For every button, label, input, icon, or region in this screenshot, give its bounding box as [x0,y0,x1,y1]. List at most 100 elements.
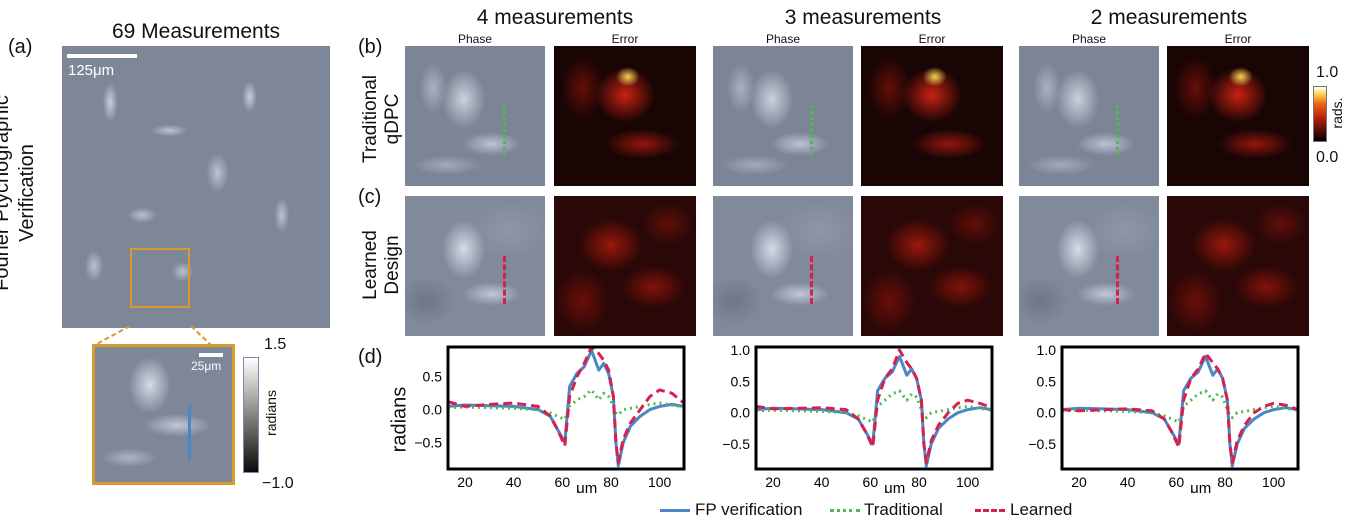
error-colorbar [1313,86,1327,142]
row-label-traditional-line1: Traditional [360,75,381,164]
error-colorbar-min: 0.0 [1316,149,1339,166]
x-tick-label: 100 [648,474,672,490]
zoom-region-box [130,248,190,308]
x-tick-label: 80 [1217,474,1233,490]
y-tick-label: 0.5 [1037,373,1057,389]
series-line-learned [1062,351,1298,465]
col4-phase-label: Phase [457,32,493,46]
left-row-label-line1: Fourier Ptychographic [0,95,13,291]
legend-learned-swatch [975,509,1005,512]
x-tick-label: 60 [863,474,879,490]
legend-traditional-swatch [830,509,860,512]
col4-learned-phase-image [405,196,545,336]
col2-phase-label: Phase [1071,32,1107,46]
col3-phase-label: Phase [765,32,801,46]
col4-traditional-phase-image [405,46,545,186]
profile-line-traditional [810,106,813,156]
y-tick-label: 1.0 [1037,343,1057,358]
x-tick-label: 100 [1262,474,1286,490]
error-colorbar-max: 1.0 [1316,64,1339,81]
col4-error-label: Error [611,32,639,46]
scalebar-main [67,54,137,58]
radians-colorbar [243,357,259,473]
scalebar-main-label: 125μm [68,62,115,79]
profile-plot-3: 20 40 60 80 100 1.0 0.5 0.0 −0.5 μm [722,343,994,493]
series-line-traditional [756,389,992,424]
profile-line-learned [810,256,813,304]
profile-line-learned [503,256,506,304]
series-line-traditional [448,388,684,421]
fp-main-image: 125μm [62,46,330,328]
legend-fp-swatch [660,509,690,512]
panel-label-a: (a) [8,36,33,58]
row-label-traditional-line2: qDPC [382,93,403,145]
profile-line-learned [1116,256,1119,304]
col3-error-label: Error [918,32,946,46]
profile-line-traditional [1116,106,1119,156]
profile-line-fp [188,405,191,461]
col2-traditional-error-image [1167,46,1309,186]
scalebar-inset-label: 25μm [191,359,222,373]
x-tick-label: 80 [603,474,619,490]
col3-traditional-error-image [861,46,1003,186]
legend-traditional: Traditional [864,500,943,519]
y-tick-label: −0.5 [414,435,442,451]
x-tick-label: 20 [765,474,781,490]
x-tick-label: 60 [555,474,571,490]
col2-traditional-phase-image [1019,46,1159,186]
col4-traditional-error-image [554,46,696,186]
y-tick-label: 0.0 [731,405,751,421]
series-line-learned [448,347,684,464]
radians-colorbar-max: 1.5 [264,336,287,353]
plot-frame [1060,345,1300,471]
y-tick-label: −0.5 [722,436,750,452]
y-tick-label: 0.0 [423,402,443,418]
y-tick-label: 1.0 [731,343,751,358]
col3-traditional-phase-image [713,46,853,186]
col-title-4: 4 measurements [476,6,634,29]
plot-frame [754,345,994,471]
profile-plot-2: 20 40 60 80 100 1.0 0.5 0.0 −0.5 μm [1028,343,1300,493]
left-row-label-line2: Verification [16,144,38,242]
panel-label-d: (d) [358,346,383,368]
series-line-fp-verification [448,348,684,468]
x-tick-label: 60 [1169,474,1185,490]
legend-learned: Learned [1010,500,1073,519]
x-axis-label: μm [884,480,905,493]
series-line-fp-verification [756,354,992,468]
x-tick-label: 20 [1071,474,1087,490]
col-title-2: 2 measurements [1090,6,1248,29]
col4-learned-error-image [554,196,696,336]
zoom-inset-image: 25μm [92,344,235,485]
plot-frame [446,345,686,471]
radians-colorbar-min: −1.0 [262,475,294,492]
zoom-connector-lines [92,326,213,347]
y-tick-label: −0.5 [1028,436,1056,452]
profile-line-traditional [503,106,506,156]
col-title-3: 3 measurements [784,6,942,29]
series-line-learned [756,348,992,465]
col3-learned-phase-image [713,196,853,336]
y-tick-label: 0.0 [1037,405,1057,421]
x-tick-label: 20 [457,474,473,490]
error-colorbar-label: rads. [1329,97,1345,129]
col2-learned-error-image [1167,196,1309,336]
y-tick-label: 0.5 [731,373,751,389]
main-title: 69 Measurements [111,20,281,43]
radians-colorbar-label: radians [263,390,279,436]
col2-learned-phase-image [1019,196,1159,336]
row-label-learned-line2: Design [382,235,403,295]
x-tick-label: 40 [506,474,522,490]
y-tick-label: 0.5 [423,369,443,385]
col3-learned-error-image [861,196,1003,336]
x-axis-label: μm [1190,480,1211,493]
x-tick-label: 80 [911,474,927,490]
row-label-learned-line1: Learned [360,230,381,300]
x-tick-label: 100 [956,474,980,490]
profile-plot-4: 20 40 60 80 100 0.5 0.0 −0.5 μm [414,345,686,493]
col2-error-label: Error [1224,32,1252,46]
series-line-traditional [1062,389,1298,424]
x-tick-label: 40 [1120,474,1136,490]
scalebar-inset [199,353,223,357]
legend-fp: FP verification [695,500,803,519]
